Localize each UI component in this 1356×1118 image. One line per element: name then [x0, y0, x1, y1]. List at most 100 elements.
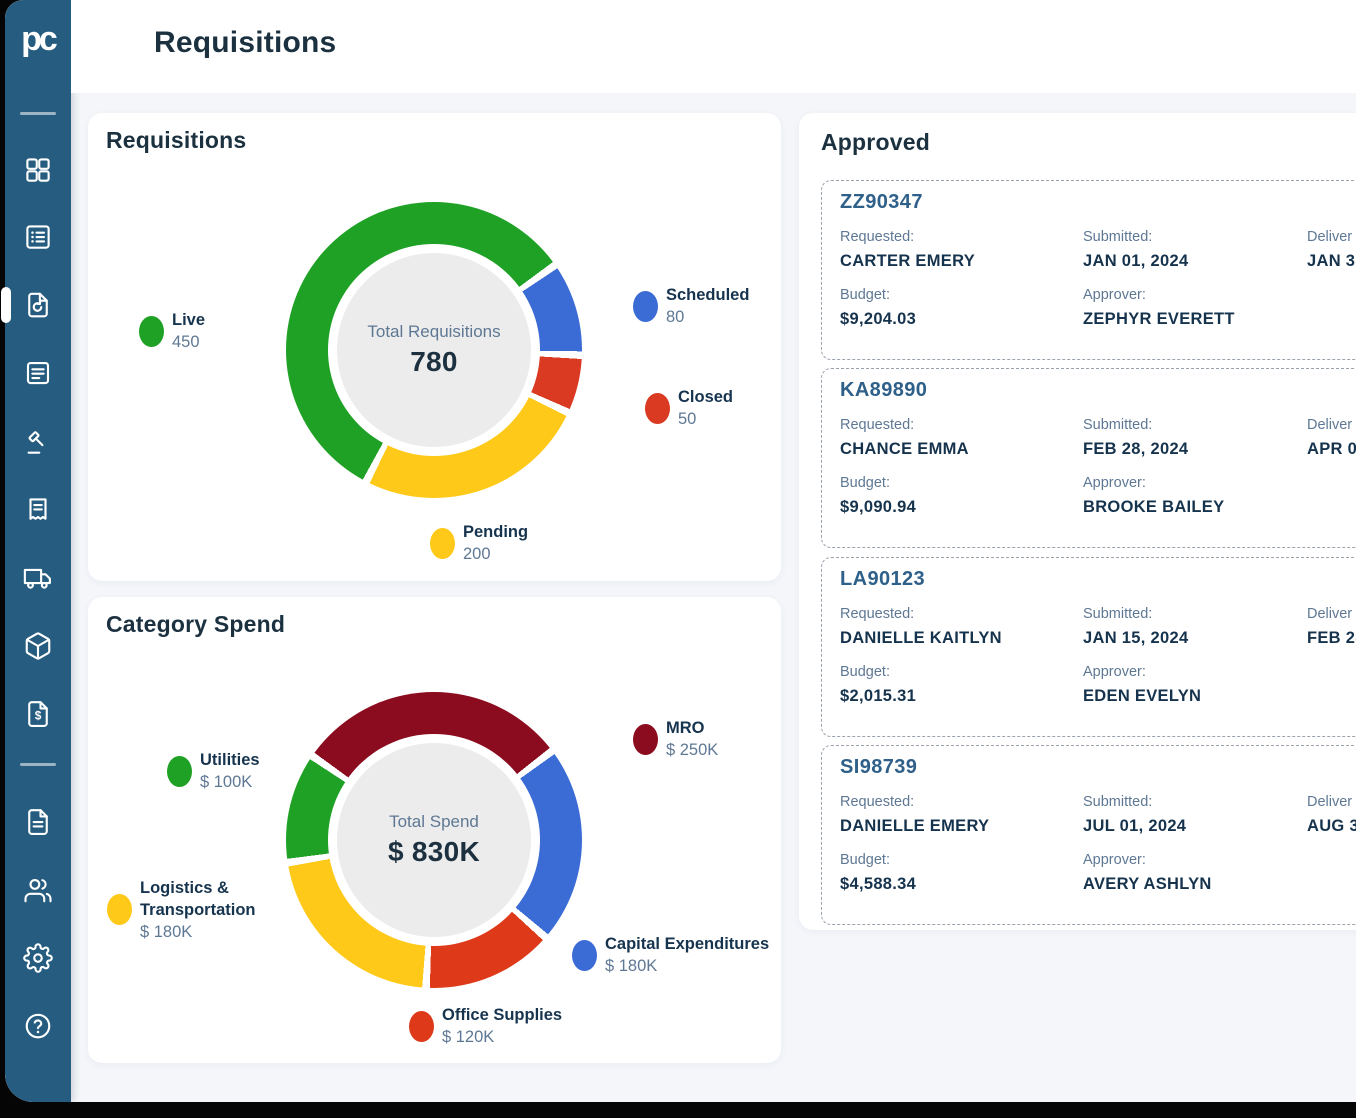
field-value: AUG 3 — [1307, 817, 1356, 835]
legend-label: Utilities — [200, 751, 260, 769]
donut-center-value: 780 — [410, 346, 458, 377]
legend-item-pending: Pending 200 — [430, 521, 528, 565]
donut-center-value: $ 830K — [387, 836, 481, 867]
field-value: JAN 15, 2024 — [1083, 629, 1189, 647]
legend-chip — [107, 894, 132, 925]
list-box-icon[interactable] — [23, 222, 53, 252]
field-requested: Requested: DANIELLE EMERY — [840, 792, 989, 838]
legend-value: 50 — [678, 410, 697, 428]
dashboard-icon[interactable] — [23, 155, 53, 185]
legend-item-closed: Closed 50 — [645, 386, 733, 430]
field-label: Budget: — [840, 852, 890, 868]
field-value: APR 0 — [1307, 440, 1356, 458]
field-delivery: Deliver AUG 3 — [1307, 792, 1356, 838]
requisition-id: ZZ90347 — [840, 191, 923, 213]
field-label: Deliver — [1307, 229, 1353, 245]
field-value: CARTER EMERY — [840, 252, 975, 270]
legend-label: Closed — [678, 388, 734, 406]
sidebar-divider — [20, 763, 56, 766]
field-value: JUL 01, 2024 — [1083, 817, 1187, 835]
legend-value: 200 — [463, 545, 491, 563]
field-delivery: Deliver FEB 28 — [1307, 604, 1356, 650]
requisition-card[interactable]: KA89890 Requested: CHANCE EMMA Submitted:… — [821, 368, 1356, 548]
legend-label: Live — [172, 311, 206, 329]
field-submitted: Submitted: FEB 28, 2024 — [1083, 415, 1188, 461]
donut-center: Total Requisitions 780 — [337, 253, 531, 447]
category-spend-donut-chart: Total Spend $ 830K — [286, 692, 582, 988]
file-icon[interactable] — [23, 807, 53, 837]
gear-icon[interactable] — [23, 943, 53, 973]
field-submitted: Submitted: JUL 01, 2024 — [1083, 792, 1186, 838]
legend-value: $ 250K — [666, 741, 719, 759]
help-icon[interactable] — [23, 1011, 53, 1041]
page-title: Requisitions — [154, 26, 337, 59]
package-icon[interactable] — [23, 631, 53, 661]
field-submitted: Submitted: JAN 15, 2024 — [1083, 604, 1188, 650]
gavel-icon[interactable] — [23, 427, 53, 457]
requisitions-chart-card: Requisitions Total Requisitions 780 Live… — [88, 113, 781, 581]
field-approver: Approver: BROOKE BAILEY — [1083, 473, 1224, 519]
field-submitted: Submitted: JAN 01, 2024 — [1083, 227, 1188, 273]
field-label: Submitted: — [1083, 794, 1153, 810]
legend-item-live: Live 450 — [139, 309, 205, 353]
legend-item-logistics-transportation: Logistics & Transportation $ 180K — [107, 877, 256, 943]
field-value: ZEPHYR EVERETT — [1083, 310, 1235, 328]
field-value: EDEN EVELYN — [1083, 687, 1202, 705]
legend-item-capital-expenditures: Capital Expenditures $ 180K — [572, 933, 769, 977]
field-label: Deliver — [1307, 417, 1353, 433]
legend-label: Scheduled — [666, 286, 750, 304]
field-label: Submitted: — [1083, 606, 1153, 622]
field-label: Requested: — [840, 794, 915, 810]
requisition-card[interactable]: SI98739 Requested: DANIELLE EMERY Submitt… — [821, 745, 1356, 925]
field-value: AVERY ASHLYN — [1083, 875, 1212, 893]
users-icon[interactable] — [23, 875, 53, 905]
field-label: Deliver — [1307, 606, 1353, 622]
field-label: Approver: — [1083, 664, 1146, 680]
legend-chip — [167, 756, 192, 787]
field-label: Budget: — [840, 664, 890, 680]
legend-item-scheduled: Scheduled 80 — [633, 284, 749, 328]
active-nav-indicator — [1, 287, 11, 323]
field-delivery: Deliver APR 0 — [1307, 415, 1356, 461]
field-value: FEB 28, 2024 — [1083, 440, 1189, 458]
legend-chip — [645, 393, 670, 424]
requisitions-donut-chart: Total Requisitions 780 — [286, 202, 582, 498]
requisition-card[interactable]: LA90123 Requested: DANIELLE KAITLYN Submi… — [821, 557, 1356, 737]
field-value: DANIELLE KAITLYN — [840, 629, 1002, 647]
field-label: Submitted: — [1083, 417, 1153, 433]
field-label: Submitted: — [1083, 229, 1153, 245]
field-delivery: Deliver JAN 3 — [1307, 227, 1355, 273]
legend-label: Capital Expenditures — [605, 935, 770, 953]
invoice-dollar-icon[interactable]: $ — [23, 699, 53, 729]
field-budget: Budget: $9,204.03 — [840, 285, 916, 331]
legend-chip — [572, 940, 597, 971]
legend-value: $ 180K — [605, 957, 658, 975]
field-label: Requested: — [840, 606, 915, 622]
field-value: CHANCE EMMA — [840, 440, 969, 458]
field-budget: Budget: $9,090.94 — [840, 473, 916, 519]
field-value: JAN 3 — [1307, 252, 1356, 270]
legend-item-mro: MRO $ 250K — [633, 717, 718, 761]
card-title: Requisitions — [106, 127, 247, 153]
field-value: BROOKE BAILEY — [1083, 498, 1225, 516]
article-icon[interactable] — [23, 358, 53, 388]
legend-chip — [430, 528, 455, 559]
field-label: Requested: — [840, 417, 915, 433]
legend-label: MRO — [666, 719, 705, 737]
truck-icon[interactable] — [23, 563, 53, 593]
receipt-icon[interactable] — [23, 495, 53, 525]
legend-item-office-supplies: Office Supplies $ 120K — [409, 1004, 562, 1048]
requisition-card[interactable]: ZZ90347 Requested: CARTER EMERY Submitted… — [821, 180, 1356, 360]
field-requested: Requested: DANIELLE KAITLYN — [840, 604, 1002, 650]
card-title: Category Spend — [106, 611, 286, 637]
field-label: Requested: — [840, 229, 915, 245]
requisition-history-icon[interactable] — [23, 290, 53, 320]
field-value: $9,090.94 — [840, 498, 917, 516]
field-label: Budget: — [840, 287, 890, 303]
requisition-id: LA90123 — [840, 568, 926, 590]
sidebar-divider — [20, 112, 56, 115]
legend-value: 450 — [172, 333, 200, 351]
legend-value: $ 180K — [140, 923, 193, 941]
field-label: Approver: — [1083, 852, 1146, 868]
field-value: $4,588.34 — [840, 875, 917, 893]
